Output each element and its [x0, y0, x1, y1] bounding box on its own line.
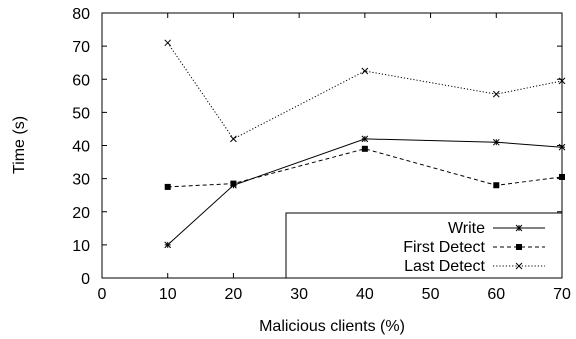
data-point	[558, 143, 566, 151]
data-point	[493, 182, 500, 189]
legend-label: Write	[448, 220, 485, 237]
y-tick-label: 30	[72, 172, 90, 189]
legend-entry: Last Detect	[404, 258, 545, 275]
y-tick-label: 0	[81, 271, 90, 288]
y-tick-label: 40	[72, 139, 90, 156]
legend-label: First Detect	[403, 239, 485, 256]
y-tick-label: 50	[72, 105, 90, 122]
x-tick-label: 50	[422, 286, 440, 303]
data-point	[164, 39, 172, 47]
series-layer	[164, 39, 566, 249]
data-point	[164, 241, 172, 249]
data-point	[492, 90, 500, 98]
y-tick-label: 60	[72, 72, 90, 89]
y-tick-label: 10	[72, 238, 90, 255]
series-line	[167, 42, 563, 140]
y-tick-label: 80	[72, 6, 90, 23]
x-tick-label: 30	[290, 286, 308, 303]
x-tick-label: 70	[553, 286, 571, 303]
data-point	[515, 224, 523, 232]
series-first-detect	[164, 145, 565, 190]
x-tick-label: 40	[356, 286, 374, 303]
data-point	[230, 180, 237, 187]
x-tick-label: 20	[225, 286, 243, 303]
data-point	[559, 173, 565, 180]
legend-label: Last Detect	[404, 258, 485, 275]
x-tick-label: 60	[487, 286, 505, 303]
legend-entry: Write	[448, 220, 545, 237]
y-axis-label: Time (s)	[11, 116, 28, 174]
data-point	[361, 67, 369, 75]
data-point	[515, 262, 523, 270]
legend: Write First Detect Last Detect	[285, 212, 563, 279]
series-last-detect	[164, 39, 566, 143]
data-point	[230, 135, 237, 143]
x-axis-label: Malicious clients (%)	[259, 318, 405, 335]
legend-entry: First Detect	[403, 239, 545, 256]
y-tick-label: 70	[72, 39, 90, 56]
data-point	[516, 244, 522, 250]
x-tick-label: 0	[98, 286, 107, 303]
data-point	[558, 77, 566, 85]
data-point	[492, 138, 500, 146]
data-point	[164, 183, 171, 190]
y-tick-label: 20	[72, 205, 90, 222]
y-axis: 0 10 20 30 40 50 60 70 80	[72, 6, 562, 288]
series-line	[167, 148, 563, 188]
data-point	[361, 145, 368, 152]
data-point	[361, 135, 369, 143]
x-tick-label: 10	[159, 286, 177, 303]
